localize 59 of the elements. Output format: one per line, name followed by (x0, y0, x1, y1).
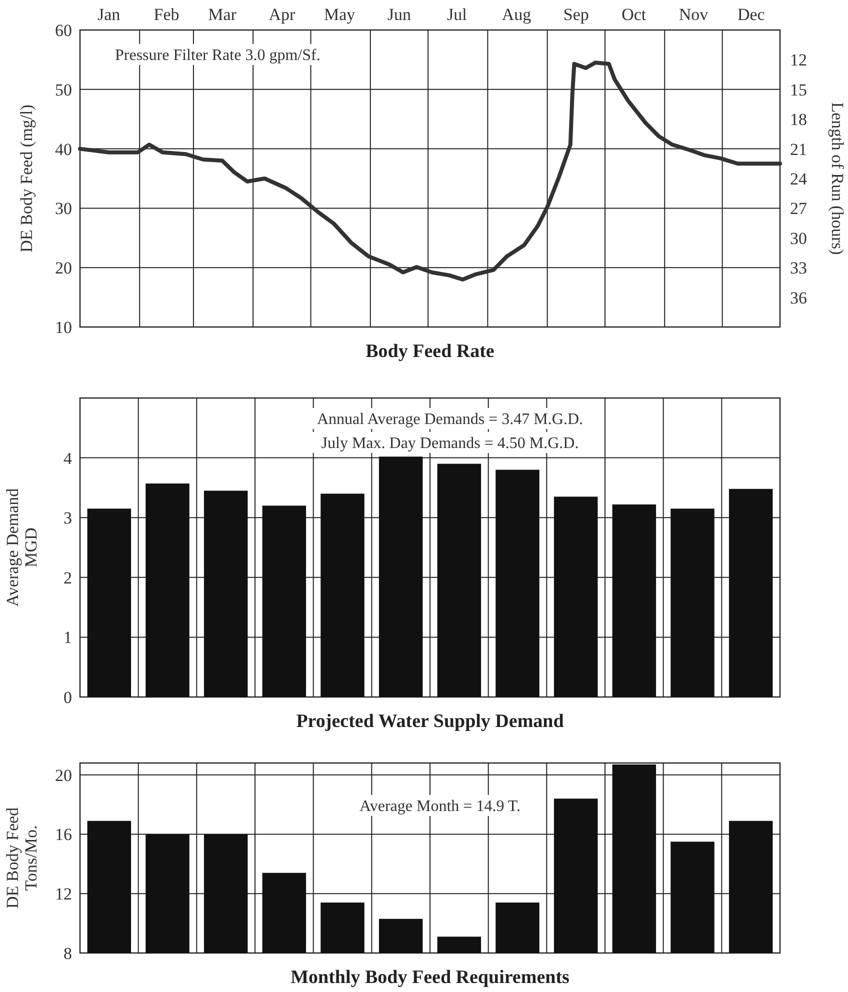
x-tick-label: Sep (563, 5, 589, 24)
y2-tick-label: 15 (790, 80, 807, 100)
bar (262, 506, 306, 697)
text: Projected Water Supply Demand (296, 711, 564, 732)
y-axis-title: DE Body Feed (mg/l) (17, 104, 36, 252)
y-tick-label: 20 (55, 258, 72, 278)
y-tick-label: 50 (55, 80, 72, 100)
y-tick-label: 40 (55, 140, 72, 159)
bar (437, 464, 482, 697)
bar (670, 508, 714, 697)
y-tick-label: 0 (64, 688, 72, 707)
bar (728, 488, 773, 697)
text: Body Feed Rate (366, 341, 494, 362)
y2-tick-label: 24 (790, 169, 808, 188)
x-tick-label: Jun (387, 5, 412, 24)
x-tick-label: Jan (98, 5, 121, 24)
annotation: Annual Average Demands = 3.47 M.G.D. (316, 411, 584, 428)
x-tick-label: Feb (154, 5, 180, 24)
y2-tick-label: 36 (790, 288, 807, 308)
bar (612, 504, 656, 697)
bar (554, 496, 598, 697)
y-tick-label: 60 (55, 20, 72, 40)
x-tick-label: Nov (678, 5, 709, 24)
y2-tick-label: 30 (790, 228, 807, 248)
bar (146, 484, 190, 697)
x-tick-label: Oct (622, 5, 646, 24)
y2-tick-label: 21 (790, 140, 807, 159)
bar (378, 456, 423, 697)
y-tick-label: 30 (55, 199, 72, 218)
bar (496, 470, 540, 697)
bar (320, 494, 364, 697)
x-tick-label: Dec (737, 5, 766, 24)
annotation: Average Month = 14.9 T. (360, 798, 520, 815)
y-tick-label: 10 (55, 318, 72, 337)
y-axis-title: DE Body Feed Tons/Mo. (3, 806, 41, 909)
y-tick-label: 4 (64, 448, 72, 468)
x-tick-label: May (324, 5, 356, 24)
y-tick-label: 1 (64, 628, 72, 648)
y2-tick-label: 18 (790, 110, 807, 130)
text: Monthly Body Feed Requirements (290, 967, 570, 988)
x-tick-label: Mar (208, 5, 237, 24)
y-axis-title: Average Demand MGD (3, 488, 41, 607)
y-tick-label: 8 (64, 944, 72, 963)
annotation: July Max. Day Demands = 4.50 M.G.D. (321, 435, 579, 452)
y2-tick-label: 27 (790, 199, 808, 218)
annotation: Pressure Filter Rate 3.0 gpm/Sf. (115, 47, 320, 64)
y-tick-label: 2 (64, 568, 72, 588)
x-tick-label: Jul (447, 5, 468, 24)
bar (87, 508, 132, 697)
x-tick-label: Apr (268, 5, 296, 24)
bar (204, 490, 248, 697)
y-tick-label: 20 (55, 766, 72, 785)
y-tick-label: 12 (55, 884, 72, 904)
y-tick-label: 16 (55, 825, 72, 844)
y2-axis-title: Length of Run (hours) (828, 102, 847, 255)
x-tick-label: Aug (502, 5, 532, 24)
y-tick-label: 3 (64, 508, 72, 528)
y2-tick-label: 33 (790, 258, 807, 278)
y2-tick-label: 12 (790, 50, 807, 70)
